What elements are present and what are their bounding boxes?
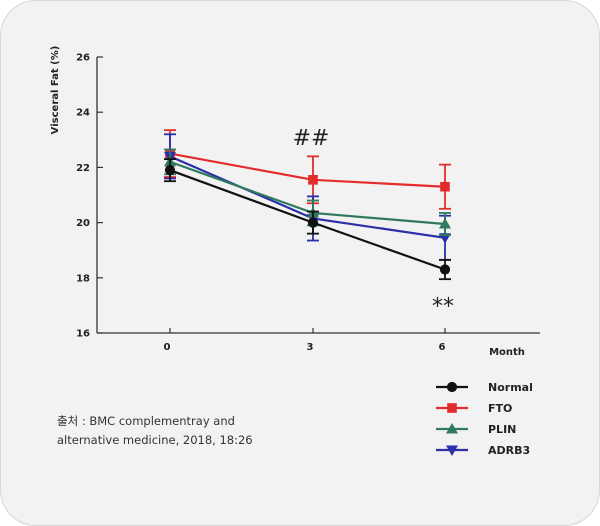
legend-item-fto: FTO xyxy=(436,402,512,415)
data-point-plin xyxy=(439,217,451,229)
y-tick-label: 26 xyxy=(76,53,90,64)
data-point-normal xyxy=(164,165,176,176)
series-line-fto xyxy=(169,152,446,188)
legend-item-adrb3: ADRB3 xyxy=(436,444,530,457)
data-point-normal xyxy=(307,217,319,228)
x-axis-label: Month xyxy=(489,347,525,358)
legend-label-plin: PLIN xyxy=(488,423,516,436)
significance-annotation: ** xyxy=(432,294,454,319)
x-tick-label: 3 xyxy=(307,342,314,353)
data-point-fto xyxy=(440,181,450,192)
x-tick-label: 6 xyxy=(439,342,446,353)
x-tick-label: 0 xyxy=(164,342,171,353)
legend-marker-plin xyxy=(446,423,458,434)
legend-marker-fto xyxy=(447,403,457,413)
source-citation: 출처 : BMC complementray and alternative m… xyxy=(57,414,253,447)
legend-label-adrb3: ADRB3 xyxy=(488,444,530,457)
y-tick-label: 24 xyxy=(76,108,90,119)
legend-marker-normal xyxy=(446,381,458,393)
y-tick-label: 22 xyxy=(76,163,90,174)
data-point-fto xyxy=(308,175,318,185)
legend-item-normal: Normal xyxy=(436,381,533,394)
y-tick-label: 20 xyxy=(76,218,90,229)
y-tick-label: 16 xyxy=(76,329,90,340)
series-adrb3 xyxy=(164,133,451,261)
legend-label-fto: FTO xyxy=(488,402,512,415)
series-plin xyxy=(164,148,451,236)
significance-annotation: ## xyxy=(293,126,330,151)
legend-item-plin: PLIN xyxy=(436,423,516,436)
legend-label-normal: Normal xyxy=(488,381,533,394)
series-normal xyxy=(164,158,451,281)
legend-marker-adrb3 xyxy=(446,445,458,456)
data-point-normal xyxy=(439,264,451,275)
y-axis-label: Visceral Fat (%) xyxy=(50,46,61,135)
y-tick-label: 18 xyxy=(76,273,90,284)
